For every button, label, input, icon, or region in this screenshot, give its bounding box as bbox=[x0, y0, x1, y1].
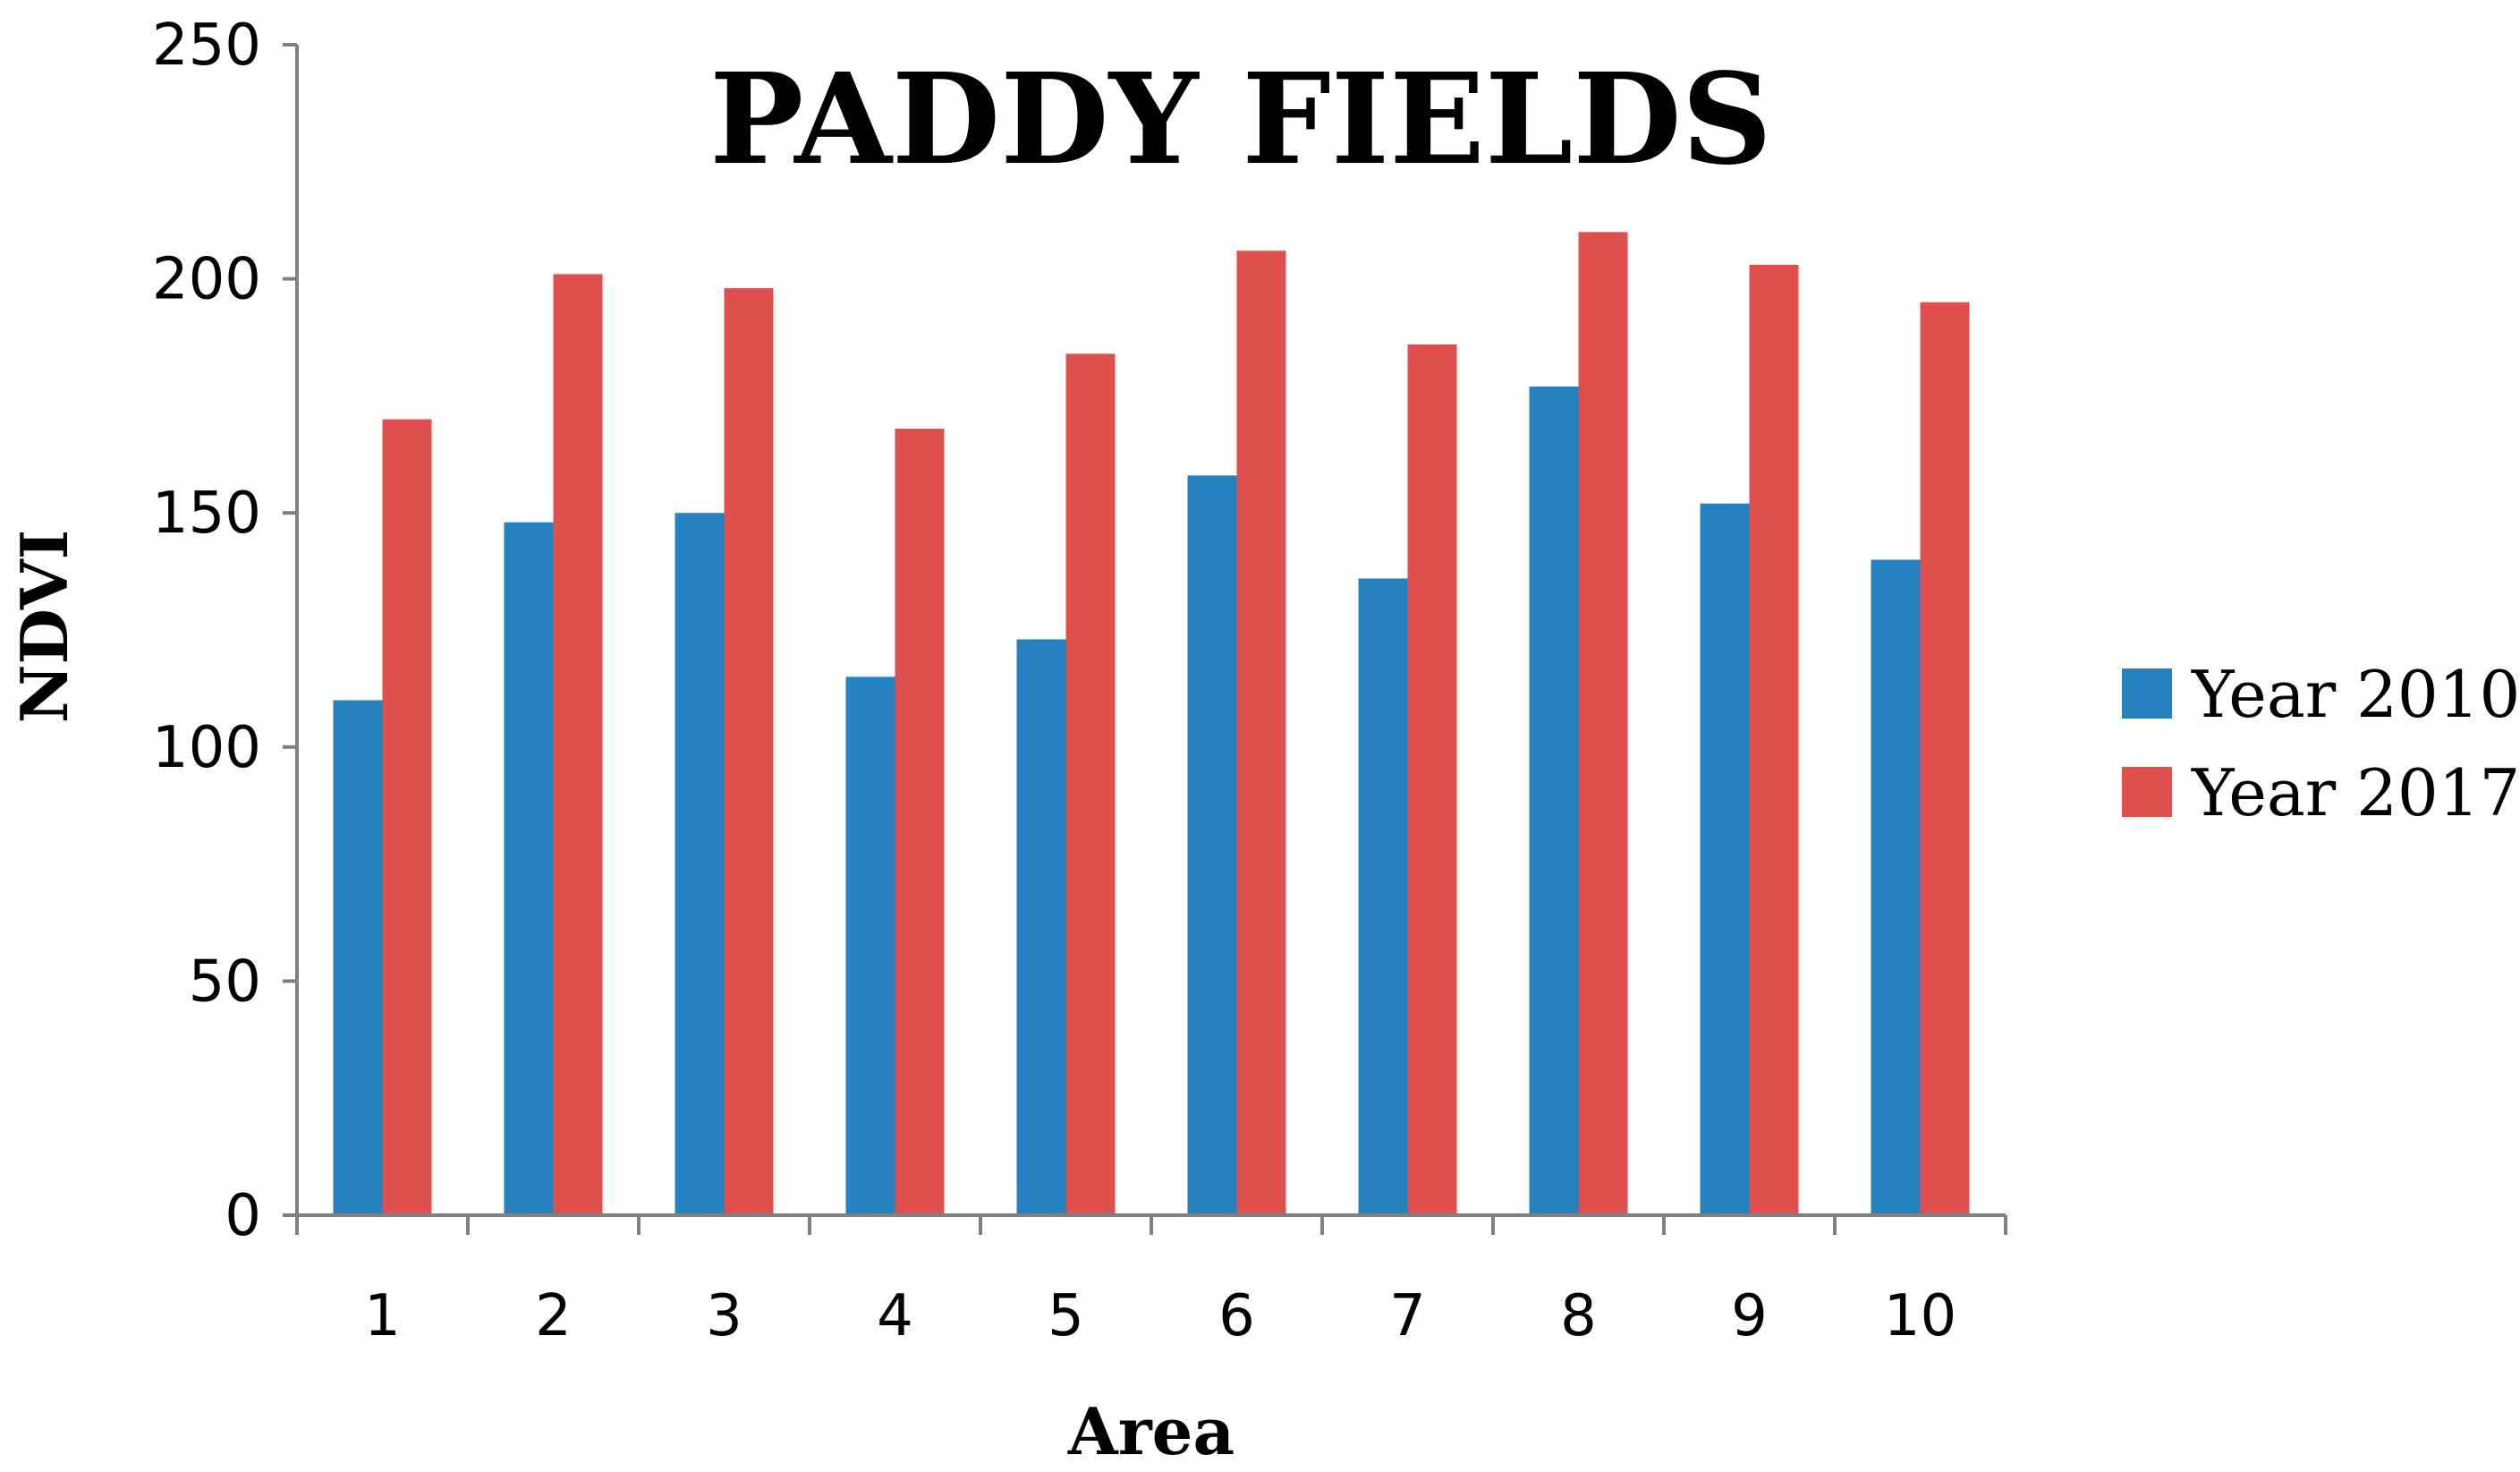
y-tick-label-100: 100 bbox=[152, 715, 261, 781]
bar-series1-area-1 bbox=[333, 700, 383, 1215]
bar-series2-area-8 bbox=[1578, 232, 1628, 1215]
y-tick-label-150: 150 bbox=[152, 481, 261, 547]
x-tick-label-6: 6 bbox=[1218, 1283, 1255, 1349]
bar-series1-area-2 bbox=[504, 522, 554, 1215]
bar-series1-area-10 bbox=[1871, 559, 1921, 1215]
x-axis-label: Area bbox=[1067, 1393, 1235, 1468]
x-tick-label-3: 3 bbox=[706, 1283, 742, 1349]
bar-series2-area-7 bbox=[1407, 344, 1457, 1215]
legend-label-1: Year 2010 bbox=[2191, 657, 2520, 732]
bar-series2-area-5 bbox=[1065, 353, 1116, 1215]
bar-series2-area-9 bbox=[1749, 264, 1799, 1215]
bar-series1-area-5 bbox=[1016, 639, 1066, 1215]
y-tick-label-50: 50 bbox=[189, 949, 261, 1015]
x-tick-label-8: 8 bbox=[1560, 1283, 1597, 1349]
bar-series2-area-1 bbox=[382, 419, 432, 1215]
legend-label-2: Year 2017 bbox=[2191, 755, 2520, 830]
bar-series1-area-6 bbox=[1187, 475, 1237, 1215]
bar-series1-area-8 bbox=[1529, 386, 1579, 1215]
bar-series2-area-2 bbox=[553, 274, 603, 1215]
y-tick-label-250: 250 bbox=[152, 13, 261, 79]
y-tick-label-200: 200 bbox=[152, 247, 261, 313]
bar-series1-area-3 bbox=[675, 513, 725, 1215]
bar-series2-area-3 bbox=[724, 288, 774, 1216]
bar-series2-area-6 bbox=[1236, 251, 1286, 1215]
bar-series2-area-4 bbox=[895, 429, 945, 1215]
bar-series1-area-4 bbox=[845, 676, 895, 1215]
x-tick-label-5: 5 bbox=[1048, 1283, 1084, 1349]
y-tick-label-0: 0 bbox=[225, 1183, 261, 1249]
bar-series1-area-9 bbox=[1700, 503, 1750, 1215]
chart-title: PADDY FIELDS bbox=[709, 47, 1772, 193]
x-tick-label-2: 2 bbox=[535, 1283, 572, 1349]
x-tick-label-1: 1 bbox=[364, 1283, 401, 1349]
legend-swatch-1 bbox=[2122, 668, 2172, 719]
bars-layer bbox=[333, 232, 1970, 1216]
legend: Year 2010 Year 2017 bbox=[2122, 657, 2520, 830]
bar-series1-area-7 bbox=[1358, 578, 1408, 1215]
x-tick-label-10: 10 bbox=[1884, 1283, 1956, 1349]
bar-series2-area-10 bbox=[1920, 302, 1970, 1215]
x-tick-label-7: 7 bbox=[1389, 1283, 1426, 1349]
y-axis-label: NDVI bbox=[6, 530, 82, 724]
x-tick-label-4: 4 bbox=[877, 1283, 913, 1349]
ticks-layer: 0 50 100 150 200 250 1 2 3 4 5 6 7 8 9 10 bbox=[152, 13, 2007, 1349]
legend-swatch-2 bbox=[2122, 767, 2172, 817]
x-tick-label-9: 9 bbox=[1731, 1283, 1768, 1349]
